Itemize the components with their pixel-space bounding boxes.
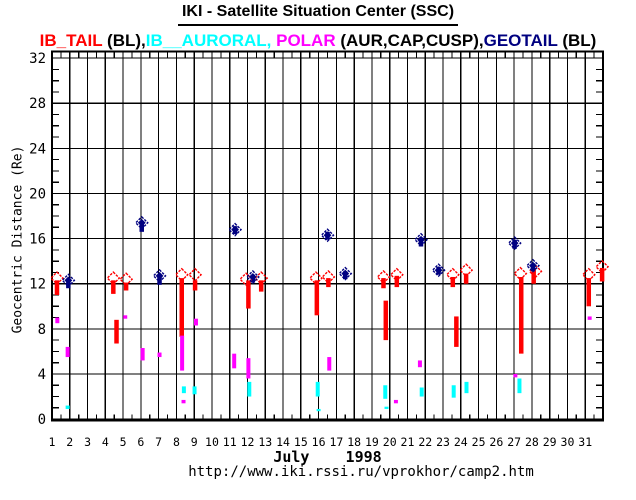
ib-tail-diamond-marker: [445, 267, 460, 282]
x-tick-label: 6: [137, 435, 144, 449]
y-axis-label: Geocentric Distance (Re): [10, 145, 26, 334]
geotail-diamond-marker: [248, 273, 257, 281]
x-tick-label: 12: [241, 435, 255, 449]
ib-tail-diamond-marker: [376, 269, 391, 284]
x-tick-label: 27: [507, 435, 521, 449]
legend-segment: GEOTAIL: [483, 31, 558, 50]
geotail-diamond-marker: [152, 268, 167, 283]
x-tick-label: 18: [347, 435, 361, 449]
x-tick-label: 19: [365, 435, 379, 449]
x-tick-label: 23: [436, 435, 450, 449]
geotail-diamond-marker: [525, 258, 540, 273]
ib-tail-diamond-marker: [389, 267, 404, 282]
x-tick-label: 3: [84, 435, 91, 449]
geotail-diamond-marker: [320, 228, 335, 243]
y-tick-label: 20: [29, 186, 46, 202]
ib-tail-diamond-marker: [459, 263, 474, 278]
x-tick-label: 15: [294, 435, 308, 449]
page-title-row: IKI - Satellite Situation Center (SSC): [0, 3, 636, 26]
legend-segment: IB__AURORAL,: [145, 31, 272, 50]
y-tick-label: 16: [29, 232, 46, 248]
x-tick-label: 14: [276, 435, 290, 449]
ib-tail-diamond-marker: [119, 272, 134, 287]
x-tick-label: 7: [155, 435, 162, 449]
ib-tail-diamond-marker: [321, 269, 336, 284]
x-tick-label: 29: [543, 435, 557, 449]
geotail-diamond-marker: [137, 218, 146, 227]
x-tick-label: 24: [454, 435, 468, 449]
y-tick-label: 28: [29, 96, 46, 112]
x-tick-label: 17: [329, 435, 343, 449]
x-axis-title: July 1998: [273, 448, 382, 466]
x-tick-label: 2: [66, 435, 73, 449]
ib-tail-diamond-marker: [308, 271, 323, 286]
x-tick-label: 21: [401, 435, 415, 449]
footer-url: http://www.iki.rssi.ru/vprokhor/camp2.ht…: [188, 464, 534, 480]
geotail-diamond-marker: [64, 276, 73, 285]
geotail-diamond-marker: [245, 269, 260, 284]
x-tick-label: 8: [173, 435, 180, 449]
y-tick-label: 32: [29, 51, 46, 67]
page-title: IKI - Satellite Situation Center (SSC): [177, 3, 459, 26]
ib-tail-diamond-marker: [106, 271, 121, 286]
x-tick-label: 9: [191, 435, 198, 449]
geotail-diamond-marker: [338, 266, 353, 281]
x-tick-label: 11: [223, 435, 237, 449]
ib-tail-diamond-marker: [254, 271, 269, 286]
x-tick-label: 28: [525, 435, 539, 449]
legend-segment: (BL): [557, 31, 597, 50]
geotail-diamond-marker: [431, 263, 446, 278]
y-tick-label: 12: [29, 277, 46, 293]
ib-tail-diamond-marker: [174, 267, 189, 282]
legend-segment: (BL),: [102, 31, 146, 50]
y-tick-label: 4: [38, 367, 46, 383]
ib-tail-diamond-marker: [595, 259, 610, 274]
x-tick-label: 30: [561, 435, 575, 449]
x-tick-label: 4: [102, 435, 109, 449]
geotail-diamond-marker: [510, 239, 519, 248]
x-tick-label: 25: [472, 435, 486, 449]
y-tick-label: 24: [29, 141, 46, 157]
geotail-diamond-marker: [434, 266, 443, 275]
geotail-diamond-marker: [323, 231, 332, 240]
x-tick-label: 20: [383, 435, 397, 449]
geotail-diamond-marker: [413, 232, 428, 247]
x-tick-label: 26: [489, 435, 503, 449]
geotail-diamond-marker: [529, 261, 537, 270]
y-tick-label: 0: [38, 412, 46, 428]
x-tick-label: 1: [49, 435, 56, 449]
ib-tail-diamond-marker: [581, 267, 596, 282]
x-tick-label: 13: [258, 435, 272, 449]
ib-tail-diamond-marker: [188, 267, 203, 282]
x-tick-label: 10: [205, 435, 219, 449]
x-tick-label: 22: [418, 435, 432, 449]
geotail-diamond-marker: [231, 225, 239, 234]
geotail-diamond-marker: [228, 222, 243, 237]
legend-segment: (AUR,CAP,CUSP),: [335, 31, 484, 50]
x-tick-label: 16: [312, 435, 326, 449]
geotail-diamond-marker: [507, 236, 522, 251]
ib-tail-diamond-marker: [513, 266, 528, 281]
ib-tail-diamond-marker: [49, 271, 64, 286]
geotail-diamond-marker: [134, 215, 149, 230]
x-tick-label: 31: [578, 435, 592, 449]
legend: IB_TAIL (BL),IB__AURORAL, POLAR (AUR,CAP…: [0, 31, 636, 51]
x-tick-label: 5: [120, 435, 127, 449]
geotail-diamond-marker: [341, 269, 350, 278]
geotail-diamond-marker: [155, 271, 164, 280]
legend-segment: POLAR: [271, 31, 336, 50]
y-tick-label: 8: [38, 322, 46, 338]
geotail-diamond-marker: [61, 273, 76, 288]
legend-segment: IB_TAIL: [39, 31, 103, 50]
geotail-diamond-marker: [417, 235, 425, 244]
